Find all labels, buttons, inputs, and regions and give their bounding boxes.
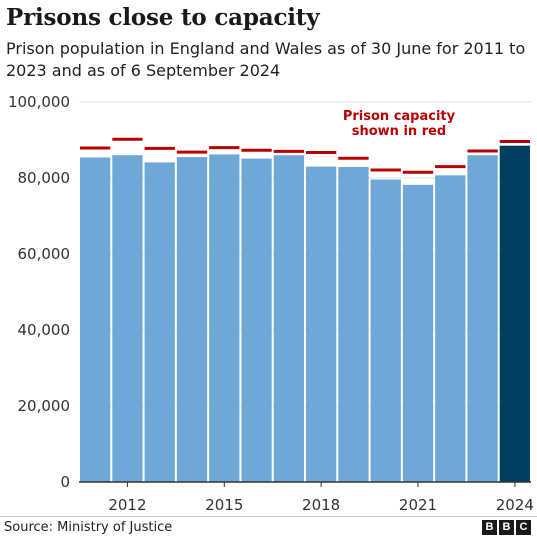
logo-letter-c: C	[516, 520, 531, 535]
bar-2013	[144, 162, 175, 483]
bar-2018	[306, 166, 337, 482]
bar-2012	[112, 155, 143, 482]
bar-2020	[370, 179, 401, 482]
chart-title: Prisons close to capacity	[6, 4, 320, 31]
x-tick-label: 2015	[205, 496, 243, 514]
bar-2017	[273, 155, 304, 482]
y-tick-label: 20,000	[18, 397, 71, 415]
capacity-annotation-line: Prison capacity	[343, 109, 456, 124]
y-tick-label: 80,000	[18, 169, 71, 187]
footer-divider	[0, 516, 537, 517]
logo-letter-b2: B	[499, 520, 514, 535]
x-tick-label: 2024	[496, 496, 534, 514]
bar-2024	[499, 145, 530, 482]
capacity-annotation-line: shown in red	[352, 124, 447, 139]
y-tick-label: 60,000	[18, 245, 71, 263]
source-note: Source: Ministry of Justice	[4, 520, 173, 535]
bar-chart: 0 20,000 40,000 60,000 80,000 100,000 2012 2015…	[8, 93, 534, 514]
bar-2021	[402, 184, 434, 482]
bar-2014	[176, 157, 208, 482]
bbc-logo: B B C	[482, 520, 531, 535]
x-tick-label: 2018	[302, 496, 340, 514]
bar-2016	[241, 158, 272, 482]
x-tick-label: 2021	[399, 496, 437, 514]
logo-letter-b1: B	[482, 520, 497, 535]
y-tick-label: 0	[60, 473, 70, 491]
bar-2022	[435, 175, 466, 482]
y-tick-label: 100,000	[8, 93, 70, 111]
bar-2011	[80, 157, 111, 483]
chart-subtitle: Prison population in England and Wales a…	[6, 39, 526, 80]
bar-2023	[467, 155, 498, 482]
bar-2015	[209, 154, 240, 482]
bar-2019	[338, 166, 369, 483]
y-tick-label: 40,000	[18, 321, 71, 339]
x-tick-label: 2012	[108, 496, 146, 514]
